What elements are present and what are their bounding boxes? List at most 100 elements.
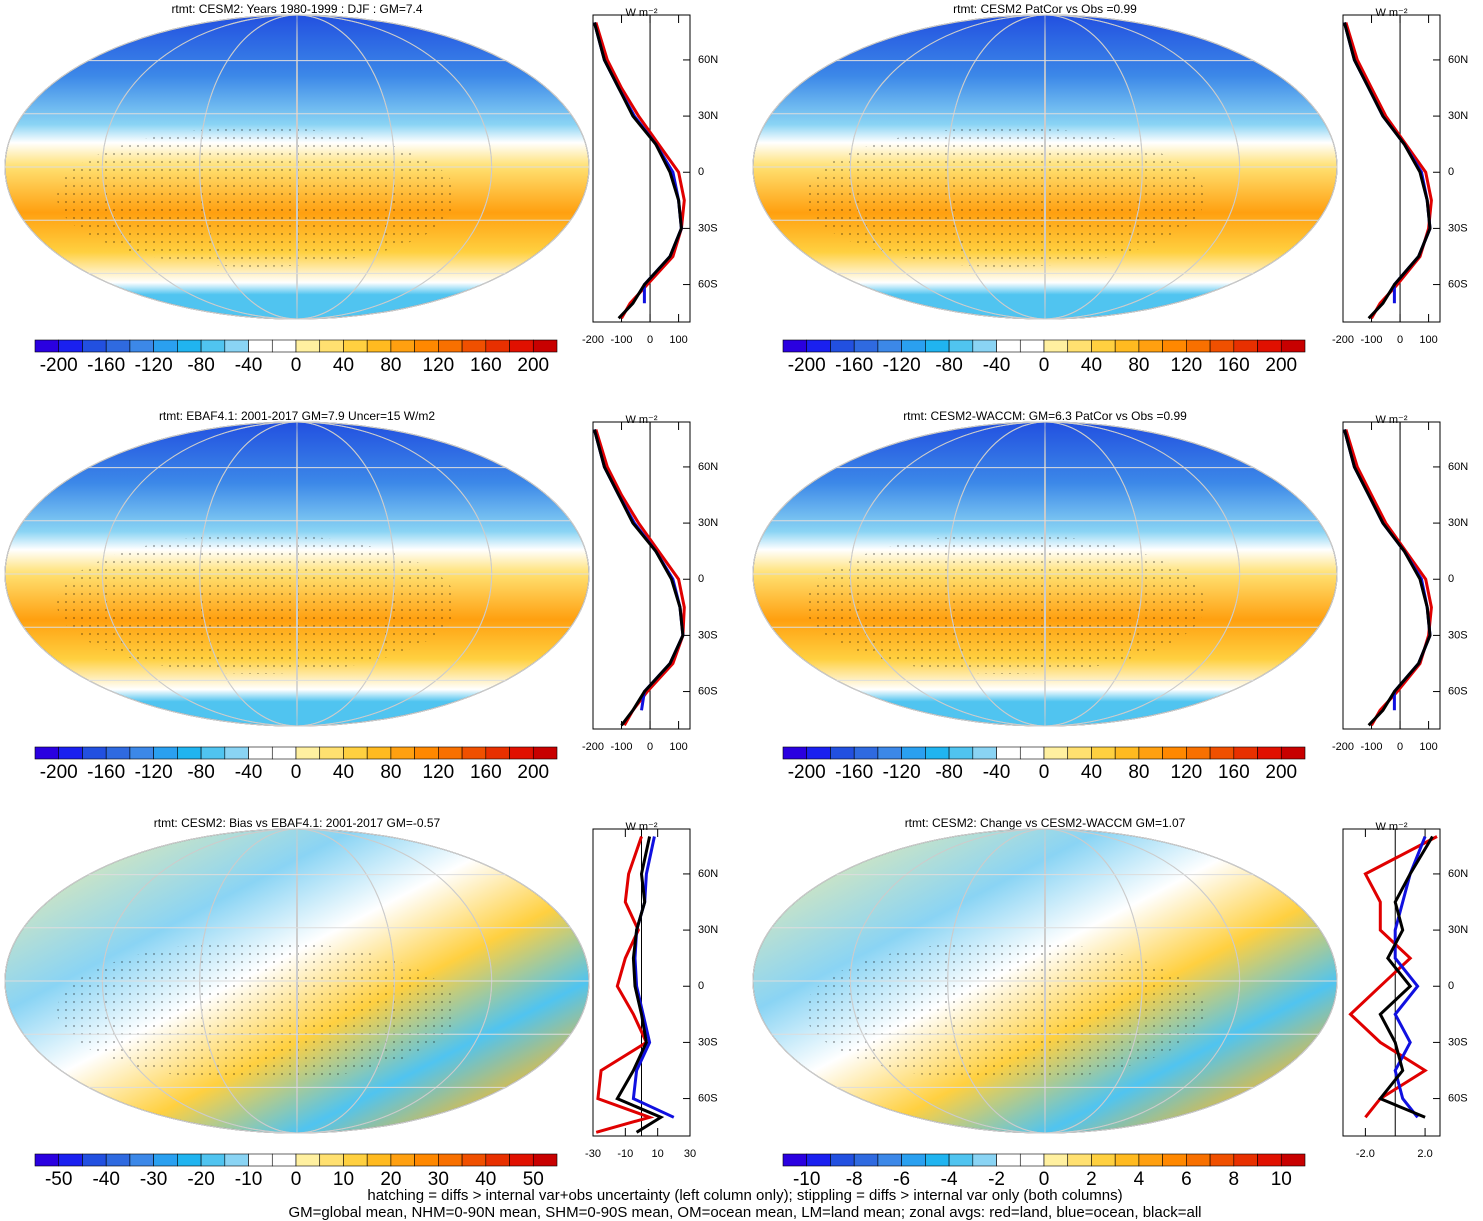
colorbar-box	[129, 1153, 154, 1167]
zonal-line	[592, 22, 683, 320]
zonal-line	[631, 836, 675, 1119]
colorbar-label: 160	[470, 355, 502, 376]
colorbar-box	[177, 746, 202, 760]
colorbar-box	[806, 746, 831, 760]
zonal-frame	[1342, 828, 1441, 1137]
colorbar-label: -200	[788, 762, 826, 783]
colorbar-label: 0	[291, 355, 302, 376]
colorbar-label: -120	[135, 762, 173, 783]
x-tick-label: 100	[669, 741, 687, 753]
colorbar-label: 2	[1086, 1169, 1097, 1190]
colorbar-label: 80	[380, 762, 401, 783]
colorbar-box	[366, 1153, 392, 1167]
colorbar-label: -8	[846, 1169, 863, 1190]
colorbar-label: -40	[235, 762, 262, 783]
unit-label: W m⁻²	[625, 821, 657, 833]
colorbar-box	[414, 339, 439, 353]
colorbar-label: 80	[380, 355, 401, 376]
colorbar-label: 0	[1039, 762, 1050, 783]
colorbar-box	[414, 1153, 439, 1167]
colorbar-label: 40	[333, 762, 354, 783]
colorbar-box	[461, 746, 487, 760]
colorbar-box	[1138, 339, 1163, 353]
colorbar-box	[830, 746, 855, 760]
colorbar-label: 200	[1265, 762, 1297, 783]
colorbar-box	[34, 339, 60, 353]
colorbar-label: 200	[1265, 355, 1297, 376]
colorbar-label: 40	[333, 355, 354, 376]
colorbar-box	[58, 1153, 83, 1167]
colorbar-box	[509, 746, 534, 760]
y-tick-label: 30S	[698, 629, 718, 641]
x-tick-label: -200	[582, 741, 604, 753]
colorbar-label: -6	[893, 1169, 910, 1190]
colorbar-box	[948, 1153, 974, 1167]
colorbar-box	[1162, 1153, 1187, 1167]
colorbar-box	[319, 1153, 344, 1167]
colorbar-box	[414, 746, 439, 760]
colorbar-label: 40	[1081, 762, 1102, 783]
colorbar-box	[853, 746, 879, 760]
colorbar-box	[1138, 1153, 1163, 1167]
x-tick-label: 100	[669, 334, 687, 346]
y-tick-label: 30N	[698, 517, 718, 529]
colorbar-box	[782, 746, 808, 760]
colorbar-label: -40	[983, 355, 1010, 376]
zonal-line	[592, 429, 685, 727]
colorbar-box	[1209, 339, 1235, 353]
colorbar-label: -10	[793, 1169, 820, 1190]
panel-title: rtmt: CESM2: Years 1980-1999 : DJF : GM=…	[171, 2, 422, 16]
y-tick-label: 60S	[698, 1092, 718, 1104]
y-tick-label: 30S	[1448, 1036, 1468, 1048]
colorbar-box	[271, 746, 297, 760]
unit-label: W m⁻²	[1375, 7, 1407, 19]
colorbar-label: 120	[1171, 355, 1203, 376]
colorbar-label: 30	[428, 1169, 449, 1190]
colorbar-label: -200	[40, 762, 78, 783]
colorbar-box	[1280, 746, 1306, 760]
colorbar-box	[105, 746, 131, 760]
colorbar-box	[1067, 339, 1092, 353]
colorbar-label: -160	[87, 762, 125, 783]
colorbar-box	[129, 339, 154, 353]
colorbar-box	[438, 746, 463, 760]
x-tick-label: 10	[652, 1148, 664, 1160]
colorbar-label: 4	[1134, 1169, 1145, 1190]
colorbar-label: -200	[40, 355, 78, 376]
colorbar-box	[1280, 339, 1306, 353]
colorbar-box	[153, 1153, 178, 1167]
colorbar-label: 20	[380, 1169, 401, 1190]
colorbar-box	[295, 1153, 321, 1167]
colorbar-box	[177, 339, 202, 353]
y-tick-label: 0	[698, 573, 704, 585]
y-tick-label: 30S	[1448, 629, 1468, 641]
x-tick-label: -200	[582, 334, 604, 346]
y-tick-label: 60S	[1448, 685, 1468, 697]
colorbar-box	[1162, 339, 1187, 353]
colorbar-box	[248, 746, 273, 760]
colorbar-box	[1043, 339, 1069, 353]
x-tick-label: -200	[1332, 741, 1354, 753]
x-tick-label: -100	[1361, 334, 1383, 346]
colorbar-box	[972, 1153, 997, 1167]
colorbar-box	[925, 746, 950, 760]
colorbar-box	[461, 339, 487, 353]
zonal-line	[1342, 22, 1432, 320]
footer-line: hatching = diffs > internal var+obs unce…	[367, 1187, 1122, 1204]
x-tick-label: -2.0	[1356, 1148, 1375, 1160]
zonal-line	[615, 836, 665, 1134]
y-tick-label: 30N	[1448, 924, 1468, 936]
colorbar-box	[1233, 746, 1258, 760]
colorbar-box	[1019, 1153, 1045, 1167]
colorbar-label: 120	[1171, 762, 1203, 783]
x-tick-label: -100	[611, 741, 633, 753]
x-tick-label: -30	[585, 1148, 601, 1160]
colorbar-box	[1257, 1153, 1282, 1167]
colorbar-label: -2	[988, 1169, 1005, 1190]
colorbar-box	[1114, 339, 1140, 353]
colorbar-label: 40	[1081, 355, 1102, 376]
stipple	[57, 941, 457, 1081]
colorbar-box	[509, 1153, 534, 1167]
y-tick-label: 30S	[698, 1036, 718, 1048]
